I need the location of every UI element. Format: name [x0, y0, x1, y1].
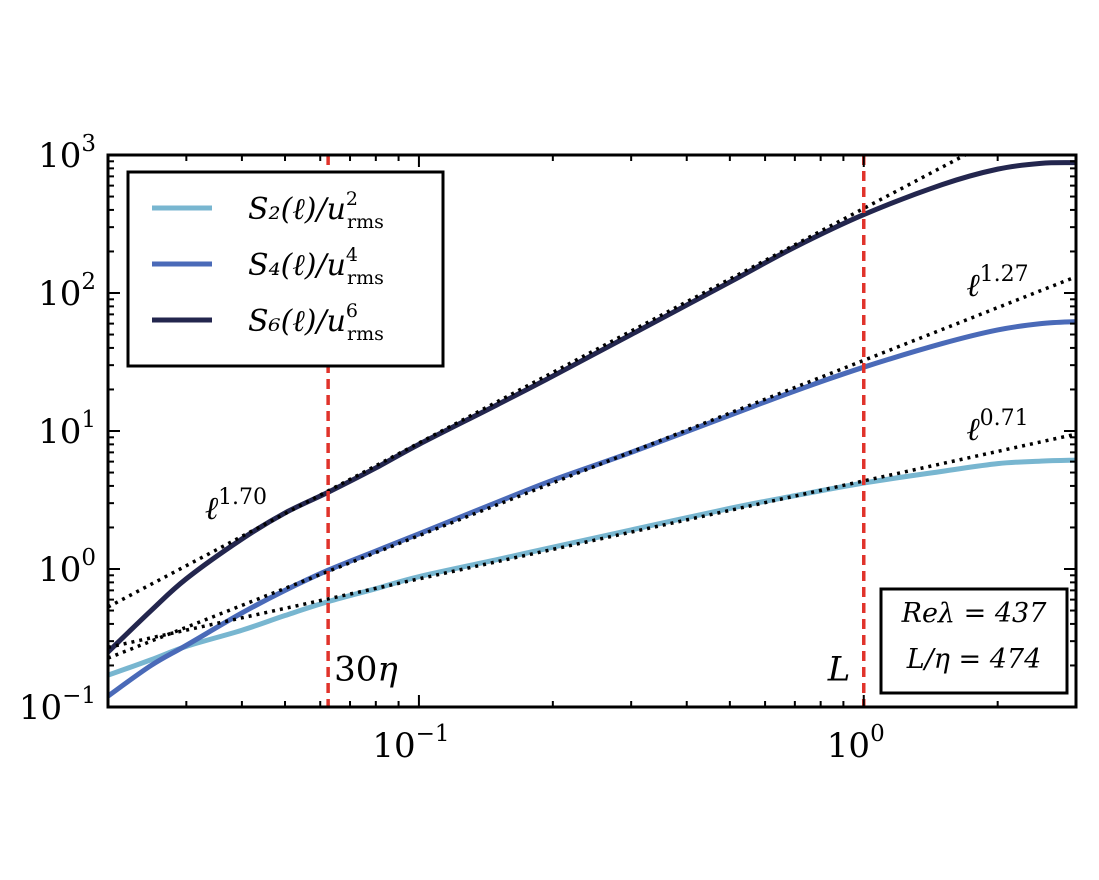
- series-line-s6: [108, 160, 1076, 655]
- fit-label-1-27: ℓ1.27: [966, 262, 1028, 304]
- y-tick-label: 100: [38, 545, 96, 590]
- annotation-reynolds: Reλ = 437: [901, 598, 1048, 629]
- y-tick-label: 103: [38, 131, 96, 176]
- fit-label-0-71: ℓ0.71: [966, 406, 1028, 448]
- y-tick-label: 102: [38, 269, 96, 314]
- fit-line-1-70: [108, 155, 969, 609]
- vline-label-30eta: 30η: [334, 650, 398, 690]
- legend-entry-label: S₄(ℓ)/u4 rms: [248, 244, 384, 289]
- legend-entry-label: S₂(ℓ)/u2 rms: [248, 188, 384, 233]
- fit-label-1-70: ℓ1.70: [205, 485, 267, 527]
- y-tick-label: 10−1: [19, 683, 96, 728]
- fit-line-0-71: [108, 432, 1076, 650]
- legend-entry-label: S₆(ℓ)/u6 rms: [248, 300, 384, 345]
- vline-label-L: L: [827, 650, 851, 690]
- x-tick-label: 100: [827, 721, 885, 766]
- series-line-s2: [108, 457, 1076, 678]
- y-tick-label: 101: [38, 407, 96, 452]
- series-line-s4: [108, 319, 1076, 699]
- annotation-box: [879, 587, 1069, 695]
- legend-box: [126, 170, 445, 368]
- annotation-ratio: L/η = 474: [906, 644, 1042, 675]
- x-tick-label: 10−1: [372, 721, 449, 766]
- fit-line-1-27: [108, 275, 1076, 660]
- plot-frame: [106, 153, 1078, 709]
